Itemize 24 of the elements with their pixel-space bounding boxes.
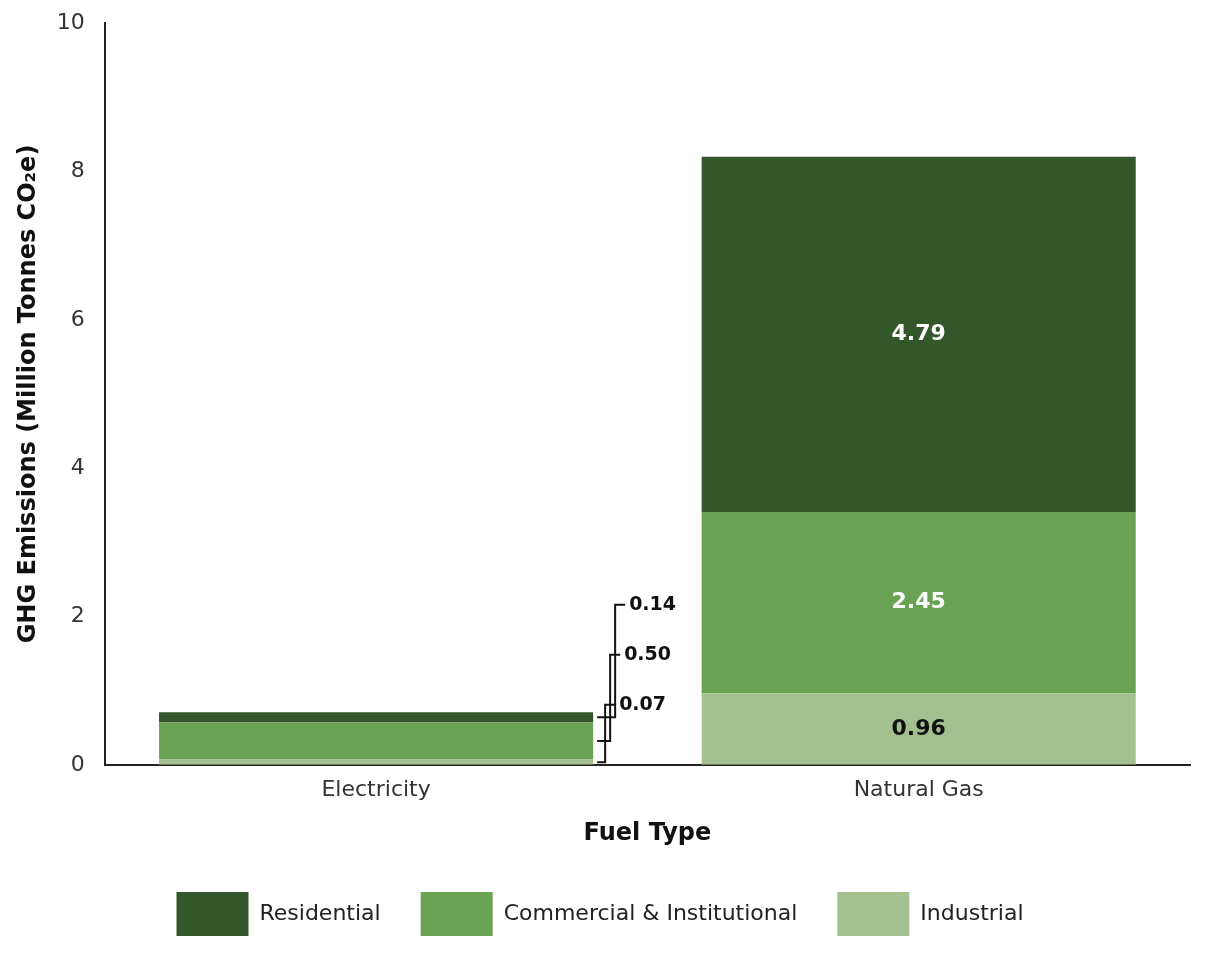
y-tick-label: 10 — [56, 8, 85, 34]
y-tick-label: 4 — [70, 453, 85, 479]
y-tick-label: 8 — [70, 157, 85, 183]
y-axis-title: GHG Emissions (Million Tonnes CO₂e) — [12, 144, 41, 644]
legend-label: Residential — [259, 899, 381, 925]
data-label: 0.14 — [629, 591, 677, 614]
data-label: 4.79 — [891, 320, 946, 346]
legend-label: Industrial — [920, 899, 1024, 925]
data-label: 0.50 — [624, 641, 672, 664]
x-tick-label: Electricity — [321, 775, 431, 801]
bar — [701, 693, 1136, 765]
data-label: 0.96 — [891, 714, 946, 740]
y-tick-label: 0 — [70, 750, 85, 776]
x-axis-title: Fuel Type — [583, 817, 712, 846]
x-tick-label: Natural Gas — [853, 775, 984, 801]
data-label: 0.07 — [619, 691, 667, 714]
bar — [159, 722, 594, 760]
y-tick-label: 2 — [70, 602, 85, 628]
bar — [159, 712, 594, 723]
data-label: 2.45 — [891, 588, 946, 614]
bar — [701, 156, 1136, 512]
bar — [701, 511, 1136, 694]
y-tick-label: 6 — [70, 305, 85, 331]
legend-label: Commercial & Institutional — [503, 899, 798, 925]
